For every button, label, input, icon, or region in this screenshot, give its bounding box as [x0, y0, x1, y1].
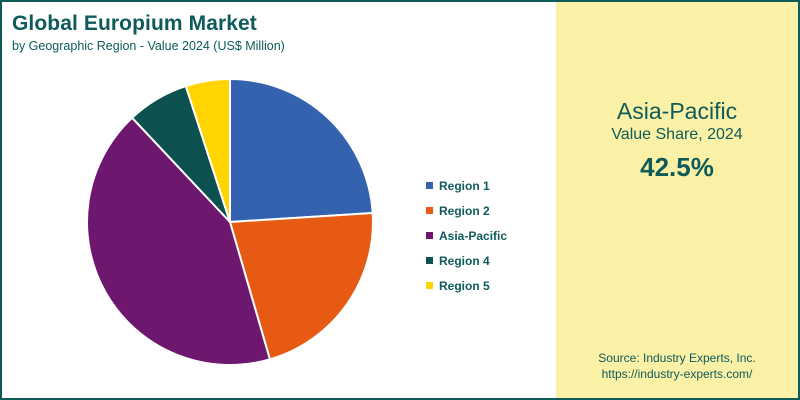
legend-label: Region 1: [439, 178, 490, 193]
legend-swatch: [426, 257, 433, 264]
pie-slice-region-5: [184, 77, 231, 223]
legend-swatch: [426, 207, 433, 214]
highlight-panel: Asia-Pacific Value Share, 2024 42.5% Sou…: [556, 2, 798, 398]
legend-swatch: [426, 282, 433, 289]
chart-title: Global Europium Market: [12, 12, 257, 35]
legend-label: Region 5: [439, 278, 490, 293]
legend-label: Region 2: [439, 203, 490, 218]
chart-legend: Region 1 Region 2 Asia-Pacific Region 4 …: [426, 173, 507, 298]
pie-slice-asia-pacific: [86, 116, 272, 366]
legend-item: Region 5: [426, 273, 507, 298]
legend-swatch: [426, 232, 433, 239]
source-note: Source: Industry Experts, Inc. https://i…: [556, 350, 798, 382]
legend-item: Region 4: [426, 248, 507, 273]
highlight-region: Asia-Pacific: [616, 98, 738, 124]
legend-swatch: [426, 182, 433, 189]
source-label: Source: Industry Experts, Inc.: [598, 351, 756, 365]
pie-slice-region-1: [229, 77, 374, 224]
source-link[interactable]: https://industry-experts.com/: [601, 367, 753, 381]
highlight-caption: Value Share, 2024: [611, 126, 743, 143]
legend-item: Region 2: [426, 198, 507, 223]
legend-item: Asia-Pacific: [426, 223, 507, 248]
legend-label: Region 4: [439, 253, 490, 268]
chart-subtitle: by Geographic Region - Value 2024 (US$ M…: [12, 39, 285, 53]
legend-item: Region 1: [426, 173, 507, 198]
pie-slice-region-2: [228, 211, 375, 361]
highlight-value: 42.5%: [640, 152, 714, 182]
legend-label: Asia-Pacific: [439, 228, 508, 243]
pie-chart: [86, 77, 375, 366]
